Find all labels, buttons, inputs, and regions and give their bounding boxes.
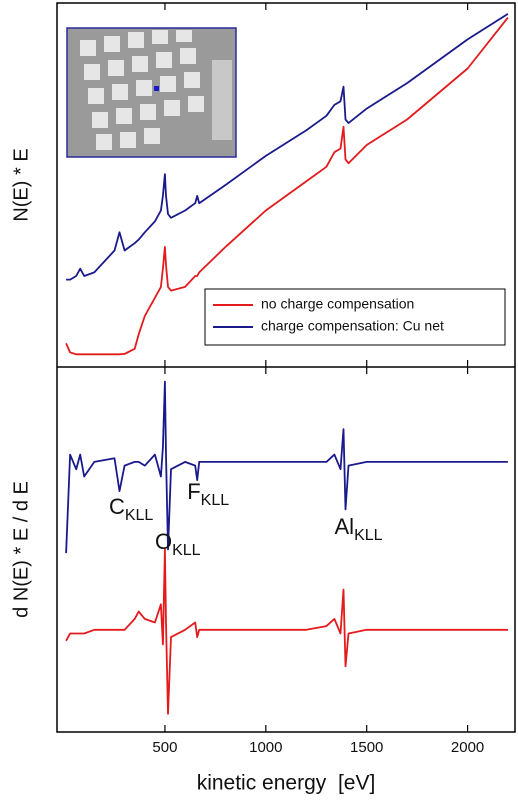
legend-box (204, 288, 506, 346)
peak-subscript: KLL (125, 507, 154, 524)
inset-marker (154, 86, 159, 91)
peak-label: AlKLL (335, 514, 383, 544)
peak-label: FKLL (187, 479, 229, 509)
peak-subscript: KLL (201, 492, 230, 509)
x-tick-label: 1500 (350, 739, 383, 756)
peak-element: F (187, 479, 200, 504)
y-axis-label: N(E) * E (10, 148, 32, 221)
data-line (65, 548, 508, 715)
peak-label: CKLL (109, 494, 153, 524)
peak-label: OKLL (155, 529, 201, 559)
inset-mesh (80, 30, 232, 150)
data-line (65, 17, 509, 356)
legend-label: charge compensation: Cu net (261, 318, 444, 334)
y-axis-label: d N(E) * E / d E (10, 481, 32, 618)
peak-element: C (109, 494, 125, 519)
inset-image (66, 27, 237, 158)
peak-element: Al (335, 514, 355, 539)
peak-subscript: KLL (354, 527, 383, 544)
peak-subscript: KLL (172, 542, 201, 559)
x-tick-label: 2000 (451, 739, 484, 756)
peak-element: O (155, 529, 172, 554)
data-line (65, 380, 508, 554)
legend-label: no charge compensation (261, 296, 414, 312)
x-tick-label: 1000 (249, 739, 282, 756)
data-line (66, 13, 509, 281)
x-tick-label: 500 (152, 739, 177, 756)
x-axis-label: kinetic energy [eV] (197, 772, 376, 795)
